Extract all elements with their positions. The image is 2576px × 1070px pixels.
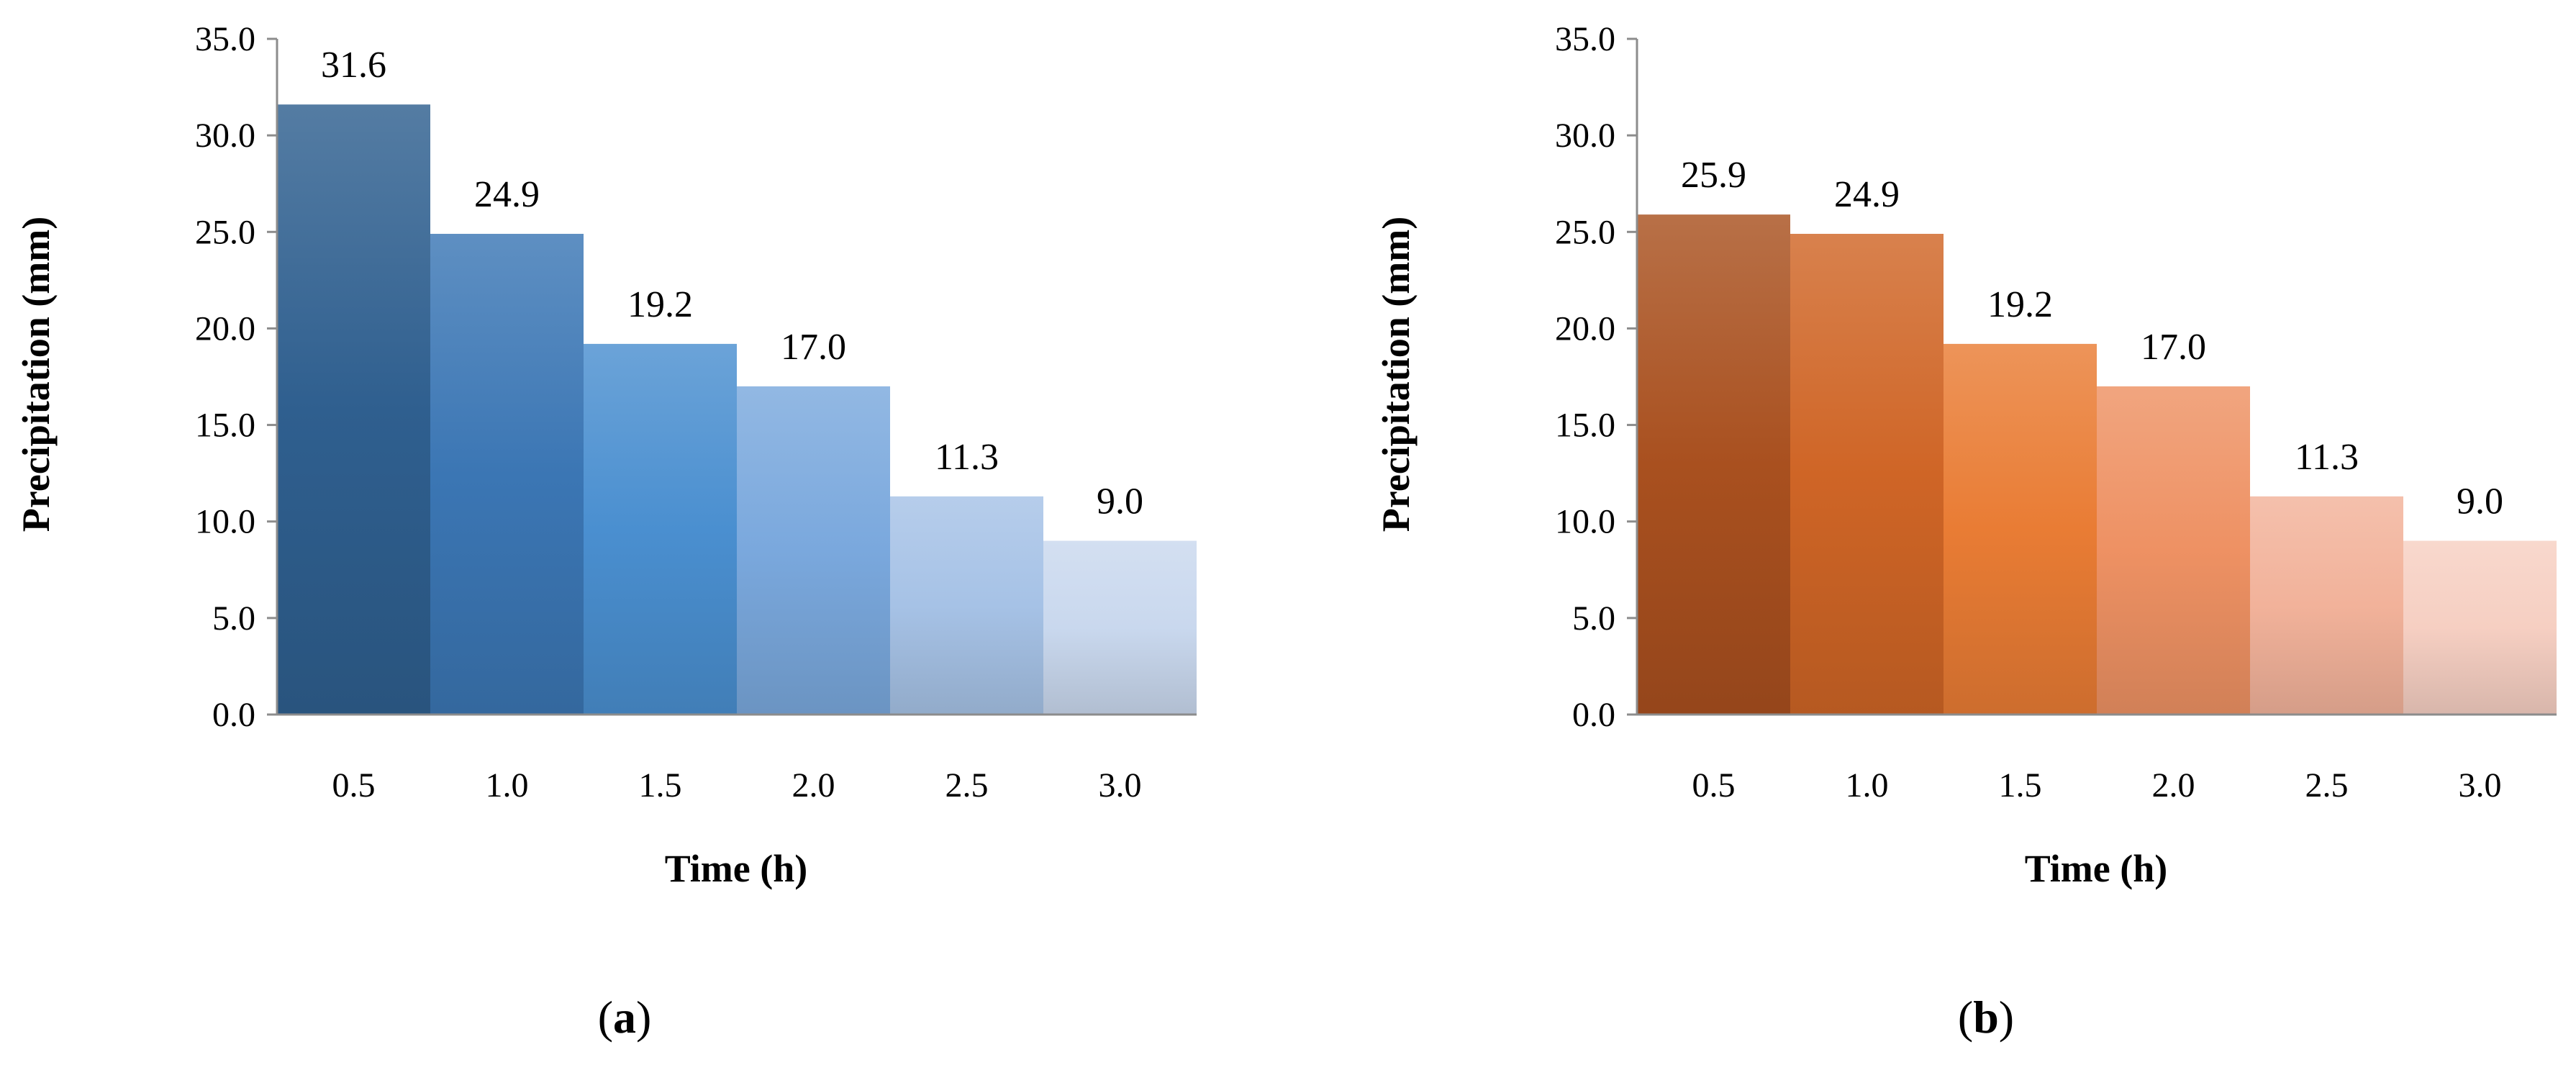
bar-2.5 bbox=[890, 496, 1043, 715]
data-label-2.0: 17.0 bbox=[781, 327, 846, 368]
data-label-2.0: 17.0 bbox=[2141, 327, 2206, 368]
chart-a-y-axis-title: Precipitation (mm) bbox=[14, 217, 58, 532]
data-label-2.5: 11.3 bbox=[2295, 437, 2359, 478]
y-tick-label-25.0: 25.0 bbox=[1555, 213, 1615, 251]
data-label-1.5: 19.2 bbox=[627, 284, 693, 325]
x-tick-label-0.5: 0.5 bbox=[332, 766, 376, 804]
data-label-0.5: 31.6 bbox=[321, 45, 386, 86]
x-tick-label-0.5: 0.5 bbox=[1692, 766, 1736, 804]
x-tick-label-2.0: 2.0 bbox=[792, 766, 835, 804]
y-tick-label-5.0: 5.0 bbox=[1572, 599, 1615, 638]
y-tick-label-30.0: 30.0 bbox=[1555, 117, 1615, 155]
chart-b-panel-label: (b) bbox=[1958, 992, 2014, 1043]
x-tick-label-3.0: 3.0 bbox=[2459, 766, 2502, 804]
y-tick-label-20.0: 20.0 bbox=[1555, 309, 1615, 348]
data-label-1.0: 24.9 bbox=[474, 174, 540, 215]
bar-0.5 bbox=[277, 104, 430, 715]
data-label-3.0: 9.0 bbox=[2457, 481, 2503, 522]
bar-2.5 bbox=[2250, 496, 2403, 715]
chart-a: 0.0 5.0 10.0 15.0 20.0 25.0 30.0 35.0 0.5 1.0 1.5… bbox=[14, 20, 1197, 1043]
bar-1.5 bbox=[584, 343, 737, 715]
bar-1.0 bbox=[1790, 233, 1944, 715]
y-tick-label-15.0: 15.0 bbox=[195, 407, 255, 445]
x-tick-label-3.0: 3.0 bbox=[1099, 766, 1142, 804]
bar-3.0 bbox=[2403, 540, 2557, 715]
bar-0.5 bbox=[1637, 214, 1790, 715]
x-tick-label-1.5: 1.5 bbox=[1999, 766, 2042, 804]
bar-3.0 bbox=[1043, 540, 1197, 715]
chart-b-y-axis-title: Precipitation (mm) bbox=[1374, 217, 1418, 532]
chart-a-y-axis: 0.0 5.0 10.0 15.0 20.0 25.0 30.0 35.0 bbox=[195, 20, 278, 734]
bar-2.0 bbox=[2097, 386, 2250, 715]
bar-1.5 bbox=[1944, 343, 2097, 715]
x-tick-label-1.0: 1.0 bbox=[1846, 766, 1889, 804]
y-tick-label-0.0: 0.0 bbox=[212, 696, 255, 734]
data-label-2.5: 11.3 bbox=[935, 437, 999, 478]
y-tick-label-25.0: 25.0 bbox=[195, 213, 255, 251]
chart-a-data-labels: 31.6 24.9 19.2 17.0 11.3 9.0 bbox=[321, 45, 1143, 522]
y-tick-label-0.0: 0.0 bbox=[1572, 696, 1615, 734]
y-tick-label-5.0: 5.0 bbox=[212, 599, 255, 638]
chart-a-bars bbox=[277, 104, 1197, 715]
chart-a-x-axis: 0.5 1.0 1.5 2.0 2.5 3.0 bbox=[267, 713, 1197, 804]
chart-b-data-labels: 25.9 24.9 19.2 17.0 11.3 9.0 bbox=[1681, 155, 2503, 522]
data-label-0.5: 25.9 bbox=[1681, 155, 1746, 196]
x-tick-label-1.0: 1.0 bbox=[486, 766, 529, 804]
chart-b-x-axis-title: Time (h) bbox=[2025, 847, 2168, 890]
chart-b: 0.0 5.0 10.0 15.0 20.0 25.0 30.0 35.0 0.5 1.0 1.5… bbox=[1374, 20, 2557, 1043]
x-tick-label-2.0: 2.0 bbox=[2152, 766, 2195, 804]
x-tick-label-2.5: 2.5 bbox=[945, 766, 989, 804]
y-tick-label-20.0: 20.0 bbox=[195, 309, 255, 348]
y-tick-label-35.0: 35.0 bbox=[1555, 20, 1615, 58]
chart-a-x-axis-title: Time (h) bbox=[665, 847, 808, 890]
y-tick-label-10.0: 10.0 bbox=[1555, 503, 1615, 541]
y-tick-label-15.0: 15.0 bbox=[1555, 407, 1615, 445]
chart-b-bars bbox=[1637, 214, 2557, 715]
bar-2.0 bbox=[737, 386, 890, 715]
chart-b-y-axis: 0.0 5.0 10.0 15.0 20.0 25.0 30.0 35.0 bbox=[1555, 20, 1638, 734]
y-tick-label-30.0: 30.0 bbox=[195, 117, 255, 155]
data-label-1.0: 24.9 bbox=[1834, 174, 1900, 215]
chart-a-panel-label: (a) bbox=[598, 992, 652, 1043]
y-tick-label-35.0: 35.0 bbox=[195, 20, 255, 58]
bar-1.0 bbox=[430, 233, 584, 715]
y-tick-label-10.0: 10.0 bbox=[195, 503, 255, 541]
data-label-3.0: 9.0 bbox=[1097, 481, 1143, 522]
chart-b-x-axis: 0.5 1.0 1.5 2.0 2.5 3.0 bbox=[1627, 713, 2557, 804]
x-tick-label-1.5: 1.5 bbox=[639, 766, 682, 804]
data-label-1.5: 19.2 bbox=[1987, 284, 2053, 325]
x-tick-label-2.5: 2.5 bbox=[2305, 766, 2349, 804]
